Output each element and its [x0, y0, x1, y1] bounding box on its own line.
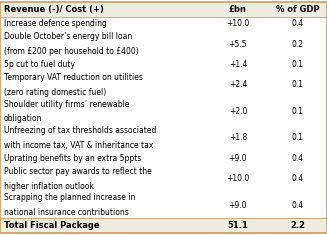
Text: 0.1: 0.1 — [292, 133, 303, 142]
Text: Shoulder utility firms’ renewable: Shoulder utility firms’ renewable — [4, 99, 129, 109]
Text: £bn: £bn — [229, 5, 247, 14]
Text: 0.1: 0.1 — [292, 107, 303, 116]
Text: (zero rating domestic fuel): (zero rating domestic fuel) — [4, 88, 106, 97]
Text: +2.0: +2.0 — [229, 107, 247, 116]
Text: +10.0: +10.0 — [226, 19, 250, 28]
Text: 0.4: 0.4 — [291, 19, 304, 28]
Text: Unfreezing of tax thresholds associated: Unfreezing of tax thresholds associated — [4, 126, 156, 135]
Text: national insurance contributions: national insurance contributions — [4, 208, 129, 217]
Text: 0.4: 0.4 — [291, 174, 304, 183]
Text: with income tax, VAT & inheritance tax: with income tax, VAT & inheritance tax — [4, 141, 153, 150]
Text: Increase defence spending: Increase defence spending — [4, 19, 107, 28]
Text: (from £200 per household to £400): (from £200 per household to £400) — [4, 47, 139, 56]
Text: obligation: obligation — [4, 114, 43, 123]
Text: +1.8: +1.8 — [229, 133, 247, 142]
Text: 51.1: 51.1 — [228, 221, 248, 230]
Text: Temporary VAT reduction on utilities: Temporary VAT reduction on utilities — [4, 73, 143, 82]
Text: 5p cut to fuel duty: 5p cut to fuel duty — [4, 60, 75, 69]
Bar — [0, 2, 327, 17]
Text: Public sector pay awards to reflect the: Public sector pay awards to reflect the — [4, 167, 152, 176]
Text: +9.0: +9.0 — [229, 201, 247, 210]
Text: Total Fiscal Package: Total Fiscal Package — [4, 221, 99, 230]
Text: +9.0: +9.0 — [229, 154, 247, 163]
Text: +10.0: +10.0 — [226, 174, 250, 183]
Text: 2.2: 2.2 — [290, 221, 305, 230]
Text: 0.4: 0.4 — [291, 154, 304, 163]
Text: higher inflation outlook: higher inflation outlook — [4, 182, 94, 191]
Text: 0.2: 0.2 — [292, 40, 303, 49]
Text: % of GDP: % of GDP — [276, 5, 319, 14]
Text: +1.4: +1.4 — [229, 60, 247, 69]
Text: Double October’s energy bill loan: Double October’s energy bill loan — [4, 32, 132, 41]
Text: 0.1: 0.1 — [292, 80, 303, 90]
Bar — [0, 218, 327, 233]
Text: Uprating benefits by an extra 5ppts: Uprating benefits by an extra 5ppts — [4, 154, 141, 163]
Text: 0.4: 0.4 — [291, 201, 304, 210]
Text: Scrapping the planned increase in: Scrapping the planned increase in — [4, 193, 135, 202]
Text: +2.4: +2.4 — [229, 80, 247, 90]
Text: +5.5: +5.5 — [229, 40, 247, 49]
Text: Revenue (-)/ Cost (+): Revenue (-)/ Cost (+) — [4, 5, 104, 14]
Text: 0.1: 0.1 — [292, 60, 303, 69]
